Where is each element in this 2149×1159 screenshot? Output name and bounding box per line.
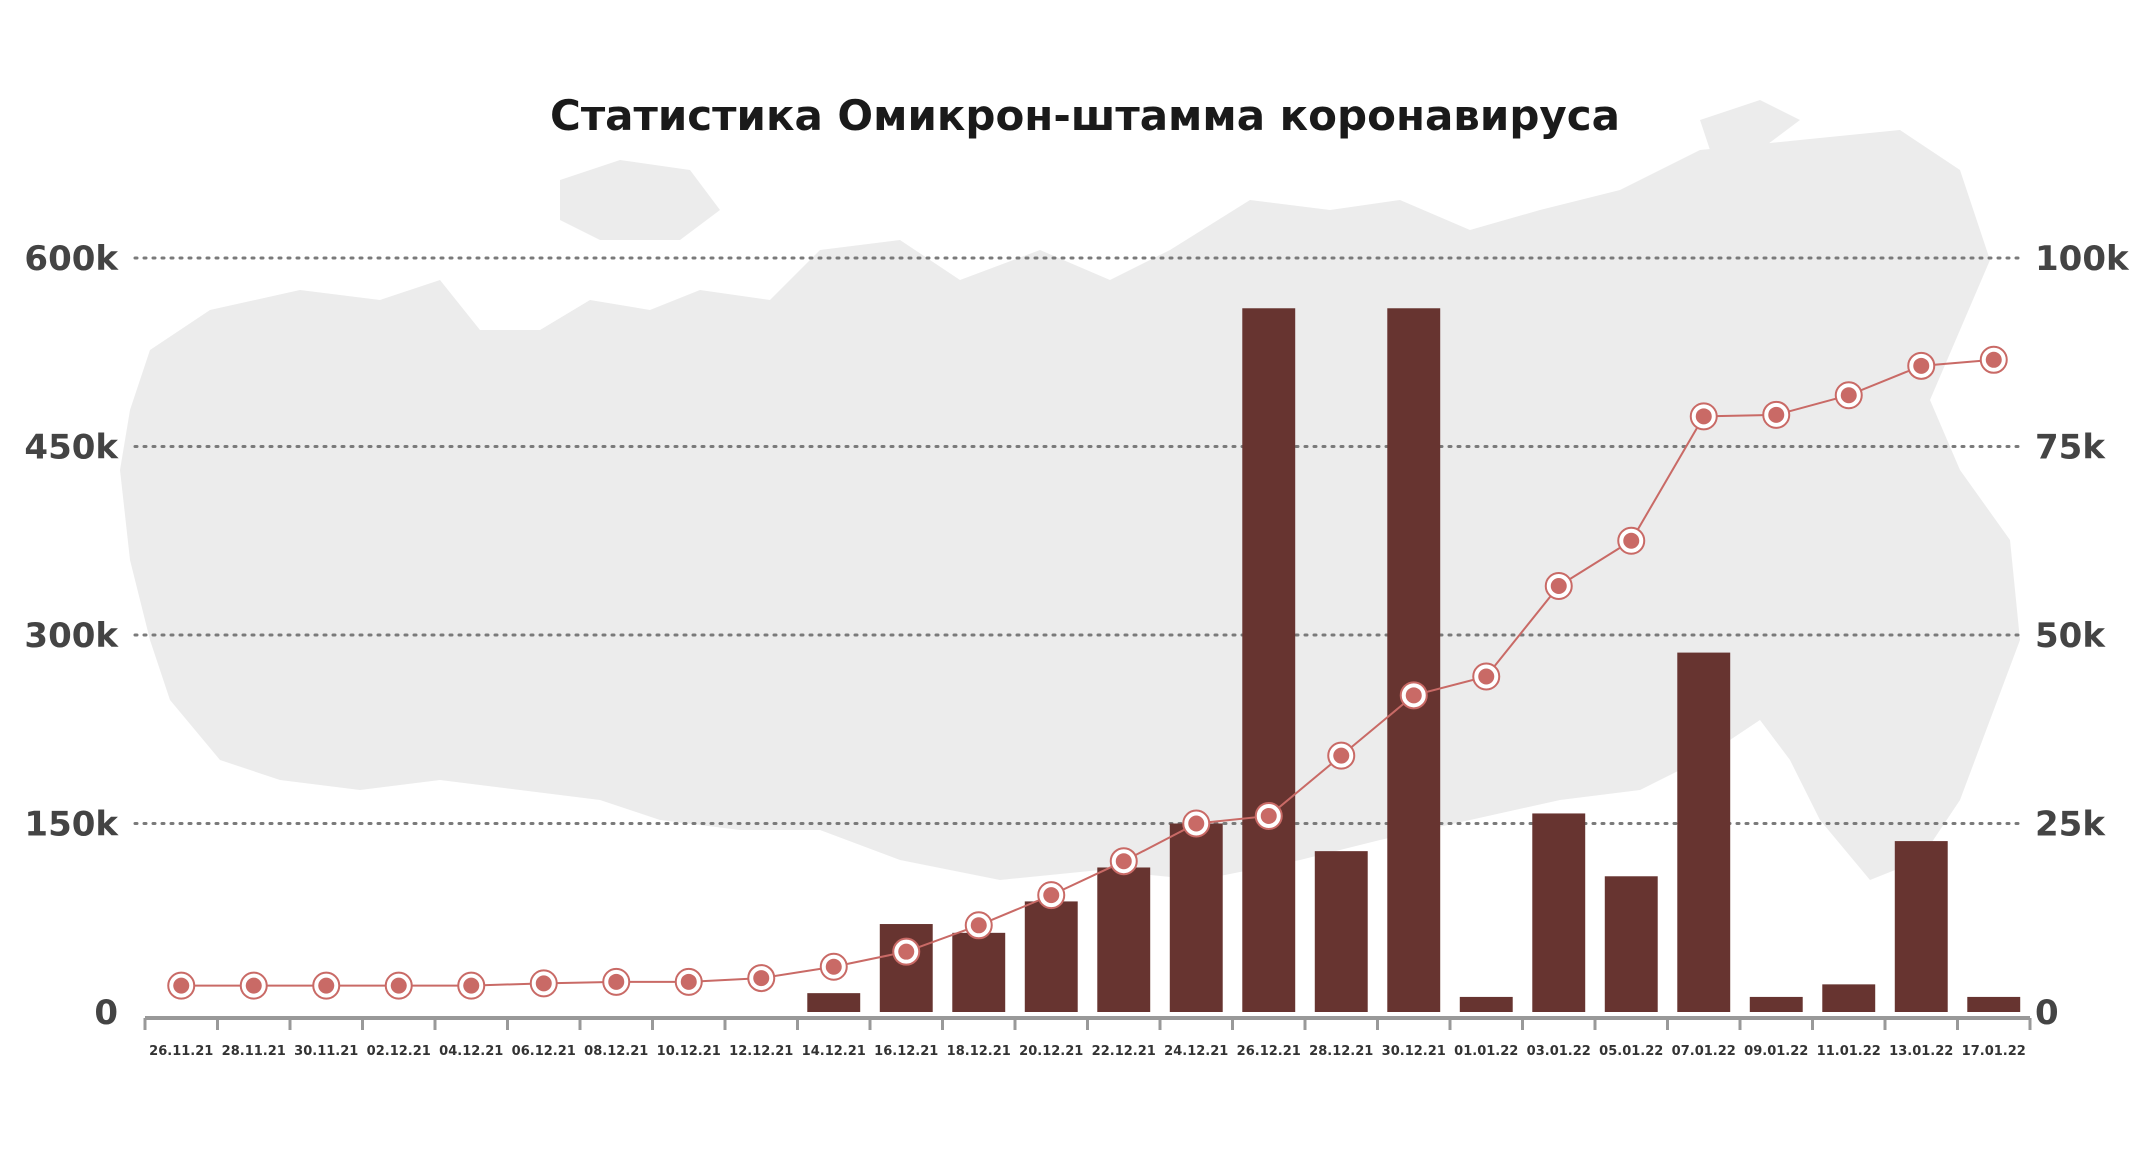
bar [1314,851,1368,1012]
line-point [1985,351,2002,368]
bar [1604,876,1658,1012]
bar [1387,308,1441,1012]
line-point [245,977,262,994]
bars [807,308,2021,1012]
x-tick-label: 16.12.21 [874,1044,938,1059]
x-ticks: 26.11.21 28.11.21 30.11.21 02.12.21 04.12.21… [149,1044,2026,1059]
x-tick-label: 18.12.21 [947,1044,1011,1059]
line-point [1550,577,1567,594]
bar [1677,652,1731,1012]
y-tick-left: 300k [24,616,119,656]
x-axis [143,1016,2032,1030]
x-tick-label: 30.11.21 [294,1044,358,1059]
bar [1967,996,2021,1012]
bar [1822,984,1876,1012]
x-tick-label: 14.12.21 [802,1044,866,1059]
line-point [970,917,987,934]
y-tick-left: 600k [24,239,119,279]
line-point [1478,668,1495,685]
y-tick-left: 150k [24,805,119,845]
y-ticks: 0 0 150k 25k 300k 50k 450k 75k 600k 100k [24,239,2130,1033]
line-point [825,958,842,975]
x-tick-label: 09.01.22 [1744,1044,1808,1059]
x-tick-label: 28.11.21 [222,1044,286,1059]
x-tick-label: 30.12.21 [1382,1044,1446,1059]
y-tick-right: 75k [2035,428,2106,468]
y-tick-right: 0 [2035,993,2059,1033]
line-point [173,977,190,994]
line-point [608,973,625,990]
bar [1169,823,1223,1012]
background-map [120,100,2020,880]
x-tick-label: 03.01.22 [1527,1044,1591,1059]
x-tick-label: 10.12.21 [657,1044,721,1059]
x-tick-label: 02.12.21 [367,1044,431,1059]
line-series [167,345,2008,1000]
line-point [680,973,697,990]
line-point [1623,532,1640,549]
y-tick-right: 100k [2035,239,2130,279]
bar [1459,996,1513,1012]
y-tick-right: 25k [2035,805,2106,845]
bar [807,993,861,1012]
x-tick-label: 28.12.21 [1309,1044,1373,1059]
x-tick-label: 20.12.21 [1019,1044,1083,1059]
x-tick-label: 11.01.22 [1817,1044,1881,1059]
line-point [535,975,552,992]
bar [1097,867,1151,1012]
y-tick-right: 50k [2035,616,2106,656]
line-point [1260,807,1277,824]
line-point [1768,406,1785,423]
line-point [1913,357,1930,374]
chart-title: Статистика Омикрон-штамма коронавируса [550,91,1620,140]
x-tick-label: 24.12.21 [1164,1044,1228,1059]
line-point [1043,887,1060,904]
x-tick-label: 06.12.21 [512,1044,576,1059]
line-point [1333,747,1350,764]
y-tick-left: 0 [94,993,118,1033]
x-tick-label: 01.01.22 [1454,1044,1518,1059]
x-tick-label: 26.11.21 [149,1044,213,1059]
bar [1242,308,1296,1012]
bar [1024,901,1078,1012]
bar [1749,996,1803,1012]
x-tick-label: 17.01.22 [1962,1044,2026,1059]
x-tick-label: 13.01.22 [1889,1044,1953,1059]
x-tick-label: 12.12.21 [729,1044,793,1059]
line-point [463,977,480,994]
line-point [753,970,770,987]
y-tick-left: 450k [24,428,119,468]
line-point [1840,387,1857,404]
x-tick-label: 26.12.21 [1237,1044,1301,1059]
bar [879,924,933,1012]
x-tick-label: 08.12.21 [584,1044,648,1059]
line-point [1188,815,1205,832]
x-tick-label: 07.01.22 [1672,1044,1736,1059]
line-point [318,977,335,994]
bar [1894,841,1948,1012]
line-point [390,977,407,994]
x-tick-label: 05.01.22 [1599,1044,1663,1059]
x-tick-label: 04.12.21 [439,1044,503,1059]
line-point [1115,853,1132,870]
bar [1532,813,1586,1012]
line-point [898,943,915,960]
line-point [1405,687,1422,704]
bar [952,932,1006,1012]
x-tick-label: 22.12.21 [1092,1044,1156,1059]
line-point [1695,408,1712,425]
